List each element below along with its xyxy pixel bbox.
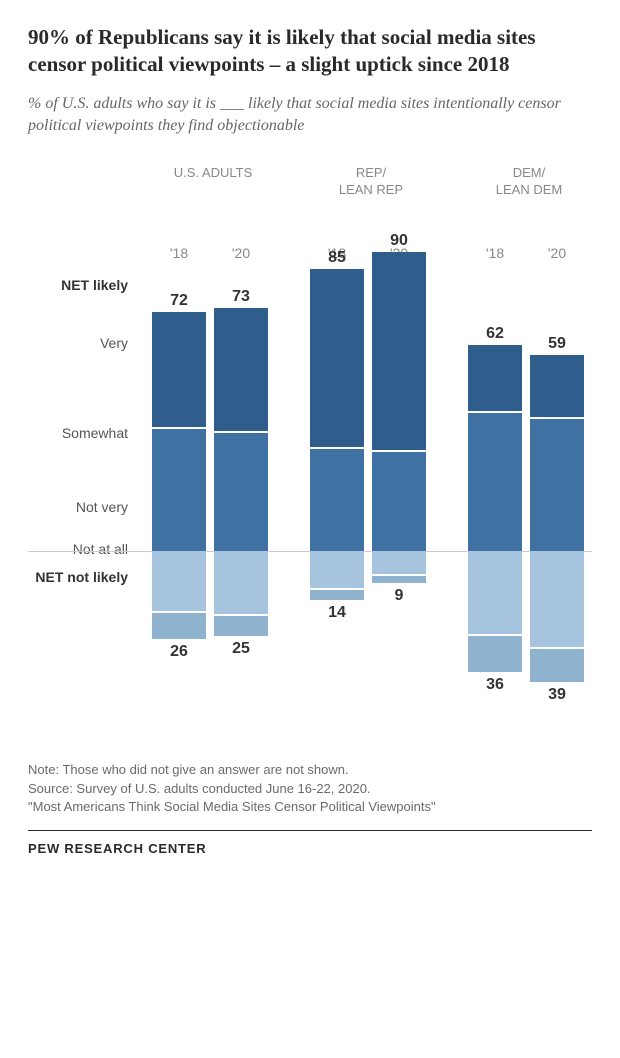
note-line: "Most Americans Think Social Media Sites… (28, 798, 592, 816)
label-very: Very (100, 335, 128, 351)
chart-notes: Note: Those who did not give an answer a… (28, 761, 592, 816)
bar: 73 25 (214, 241, 268, 731)
seg-notatall (310, 590, 364, 600)
bar: 85 14 (310, 241, 364, 731)
seg-somewhat (214, 433, 268, 552)
bar: 909 (372, 241, 426, 731)
seg-notvery (310, 551, 364, 587)
seg-notvery (152, 551, 206, 610)
seg-very (530, 355, 584, 418)
seg-somewhat (530, 419, 584, 551)
label-notvery: Not very (76, 499, 128, 515)
footer-brand: PEW RESEARCH CENTER (28, 830, 592, 856)
seg-somewhat (310, 449, 364, 551)
bar: 72 26 (152, 241, 206, 731)
label-net-likely: NET likely (61, 277, 128, 293)
net-notlikely-value: 25 (214, 640, 268, 658)
seg-notatall (214, 616, 268, 636)
bar: 59 39 (530, 241, 584, 731)
seg-very (372, 252, 426, 450)
group-header: DEM/ LEAN DEM (464, 165, 594, 205)
net-notlikely-value: 14 (310, 604, 364, 622)
net-notlikely-value: 39 (530, 686, 584, 704)
chart-title: 90% of Republicans say it is likely that… (28, 24, 592, 79)
seg-notatall (152, 613, 206, 639)
net-notlikely-value: 36 (468, 676, 522, 694)
label-somewhat: Somewhat (62, 425, 128, 441)
seg-notvery (372, 551, 426, 574)
bar: 62 36 (468, 241, 522, 731)
seg-somewhat (152, 429, 206, 551)
net-likely-value: 59 (530, 335, 584, 353)
seg-somewhat (468, 413, 522, 552)
note-line: Note: Those who did not give an answer a… (28, 761, 592, 779)
label-net-notlikely: NET not likely (35, 569, 128, 585)
net-notlikely-value: 9 (372, 587, 426, 605)
bars-region: 72 26 73 25 85 14 909 62 36 59 39 (138, 241, 592, 731)
group-header: U.S. ADULTS (148, 165, 278, 188)
seg-notvery (530, 551, 584, 647)
seg-notatall (372, 576, 426, 583)
label-notatall: Not at all (73, 541, 128, 557)
net-likely-value: 73 (214, 288, 268, 306)
seg-very (152, 312, 206, 428)
seg-very (214, 308, 268, 430)
net-likely-value: 85 (310, 249, 364, 267)
chart-subtitle: % of U.S. adults who say it is ___ likel… (28, 93, 592, 138)
year-row: '18'20'18'20'18'20 (138, 205, 592, 231)
seg-notvery (468, 551, 522, 634)
group-headers-row: U.S. ADULTS REP/ LEAN REP DEM/ LEAN DEM (138, 165, 592, 205)
seg-somewhat (372, 452, 426, 551)
net-likely-value: 90 (372, 232, 426, 250)
net-likely-value: 72 (152, 292, 206, 310)
chart-area: NET likely Very Somewhat Not very Not at… (138, 165, 592, 731)
seg-notatall (468, 636, 522, 672)
note-line: Source: Survey of U.S. adults conducted … (28, 780, 592, 798)
net-likely-value: 62 (468, 325, 522, 343)
group-header: REP/ LEAN REP (306, 165, 436, 205)
net-notlikely-value: 26 (152, 643, 206, 661)
seg-very (310, 269, 364, 447)
seg-notatall (530, 649, 584, 682)
seg-notvery (214, 551, 268, 614)
seg-very (468, 345, 522, 411)
